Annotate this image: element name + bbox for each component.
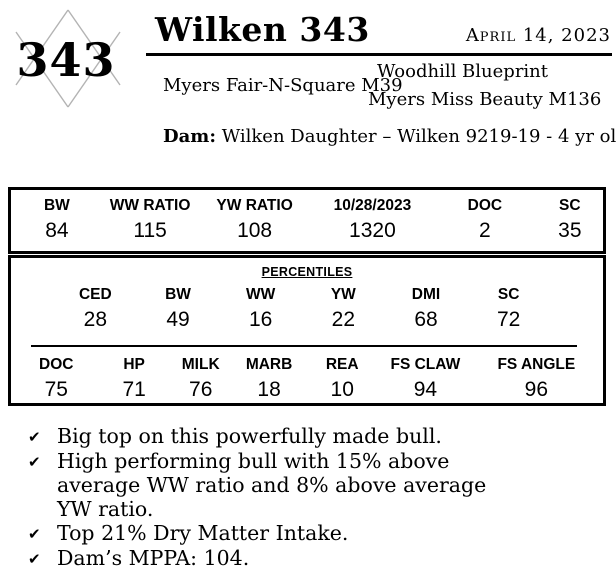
pct-col-header: FS CLAW: [390, 356, 461, 373]
pct-col-header: HP: [123, 356, 145, 373]
performance-box: BW WW RATIO YW RATIO 10/28/2023 DOC SC 8…: [8, 187, 606, 254]
pct-col-header: REA: [325, 356, 359, 373]
percentiles-title: PERCENTILES: [261, 265, 353, 279]
pct-value: 18: [257, 378, 281, 401]
pct-col-header: DOC: [39, 356, 74, 373]
notes-list: ✔ Big top on this powerfully made bull. …: [28, 424, 506, 571]
title-underline: [146, 53, 612, 56]
pct-value: 94: [413, 378, 438, 401]
pct-col-header: BW: [165, 286, 191, 303]
pct-col-header: CED: [78, 286, 112, 303]
page-title: Wilken 343: [155, 10, 370, 49]
perf-col-header: DOC: [467, 197, 503, 214]
performance-value-row: 84 115 108 1320 2 35: [11, 217, 603, 244]
check-icon: ✔: [28, 453, 41, 471]
pct-col-header: FS ANGLE: [497, 356, 576, 373]
percentiles-row1-headers: CED BW WW YW DMI SC: [54, 285, 550, 304]
percentiles-title-row: PERCENTILES: [11, 261, 603, 280]
pct-value: 72: [496, 308, 521, 331]
birth-date: April 14, 2023: [465, 25, 611, 46]
pct-value: 68: [414, 308, 438, 331]
perf-col-header: YW RATIO: [216, 197, 293, 214]
pct-value: 75: [44, 378, 68, 401]
sire-sire: Woodhill Blueprint: [377, 61, 548, 82]
pct-value: 49: [166, 308, 190, 331]
perf-col-header: WW RATIO: [109, 197, 191, 214]
perf-col-header: 10/28/2023: [333, 197, 412, 214]
pct-value: 76: [189, 378, 213, 401]
perf-col-header: SC: [559, 197, 581, 214]
note-text: Dam’s MPPA: 104.: [57, 546, 250, 570]
pct-col-header: SC: [497, 286, 520, 303]
check-icon: ✔: [28, 550, 41, 568]
perf-value: 108: [237, 219, 273, 242]
pct-col-header: MARB: [245, 356, 293, 373]
sire-dam: Myers Miss Beauty M136: [368, 89, 602, 110]
dam-label: Dam:: [163, 126, 216, 147]
dam-line: Dam: Wilken Daughter – Wilken 9219-19 - …: [163, 126, 616, 147]
perf-col-header: BW: [43, 197, 70, 214]
list-item: ✔ Dam’s MPPA: 104.: [28, 546, 506, 571]
perf-value: 1320: [349, 219, 396, 242]
pct-col-header: WW: [246, 286, 276, 303]
list-item: ✔ Big top on this powerfully made bull.: [28, 424, 506, 449]
perf-value: 35: [558, 219, 582, 242]
percentiles-row2-headers: DOC HP MILK MARB REA FS CLAW FS ANGLE: [11, 355, 603, 374]
percentiles-box: PERCENTILES CED BW WW YW DMI SC 28 49 16…: [8, 255, 606, 406]
tag-number: 343: [16, 33, 116, 87]
note-text: Big top on this powerfully made bull.: [57, 424, 442, 448]
percentiles-divider: [31, 345, 577, 347]
percentiles-row1-values: 28 49 16 22 68 72: [54, 306, 550, 334]
lot-tag: 343: [6, 6, 126, 112]
note-text: High performing bull with 15% above aver…: [57, 449, 487, 521]
percentiles-row2-values: 75 71 76 18 10 94 96: [11, 376, 603, 403]
pct-value: 28: [83, 308, 107, 331]
perf-value: 84: [45, 219, 69, 242]
performance-header-row: BW WW RATIO YW RATIO 10/28/2023 DOC SC: [11, 196, 603, 215]
pct-col-header: DMI: [411, 286, 441, 303]
note-text: Top 21% Dry Matter Intake.: [57, 521, 349, 545]
diamond-brand-icon: [15, 9, 121, 108]
list-item: ✔ High performing bull with 15% above av…: [28, 449, 506, 521]
perf-value: 115: [133, 219, 167, 242]
pct-value: 71: [122, 378, 146, 401]
check-icon: ✔: [28, 525, 41, 543]
sire: Myers Fair-N-Square M39: [163, 75, 403, 96]
pct-value: 16: [248, 308, 273, 331]
check-icon: ✔: [28, 428, 41, 446]
pct-col-header: YW: [330, 286, 356, 303]
pct-value: 22: [331, 308, 355, 331]
pct-value: 96: [524, 378, 549, 401]
dam: Wilken Daughter – Wilken 9219-19 - 4 yr …: [221, 126, 616, 147]
pct-col-header: MILK: [181, 356, 220, 373]
pct-value: 10: [330, 378, 354, 401]
list-item: ✔ Top 21% Dry Matter Intake.: [28, 521, 506, 546]
perf-value: 2: [479, 219, 491, 242]
